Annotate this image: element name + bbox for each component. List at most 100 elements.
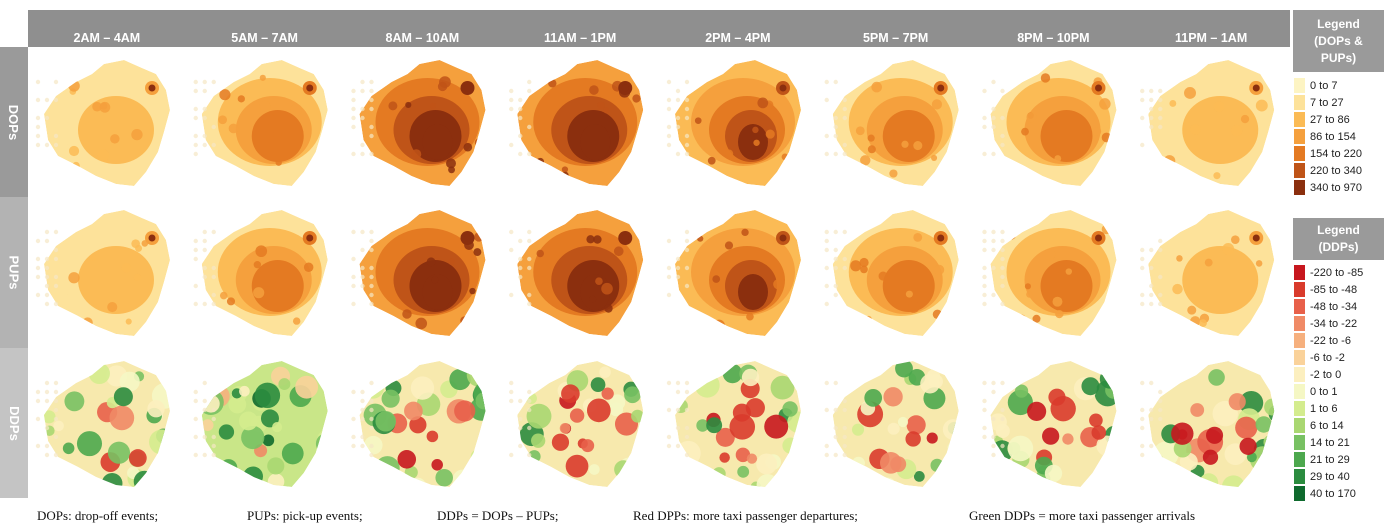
map-ddps-1 xyxy=(193,361,328,487)
legend-swatch xyxy=(1294,401,1305,416)
legend-label: -85 to -48 xyxy=(1310,283,1358,296)
map-ddps-6 xyxy=(982,361,1117,487)
legend-item: 0 to 7 xyxy=(1294,77,1338,94)
footnote: DDPs = DOPs – PUPs; xyxy=(437,508,559,523)
legend-item: -6 to -2 xyxy=(1294,349,1345,366)
legend-swatch xyxy=(1294,282,1305,297)
map-pups-4 xyxy=(666,210,801,336)
row-label-pups: PUPs xyxy=(0,197,28,348)
legend-swatch xyxy=(1294,367,1305,382)
column-label: 11AM – 1PM xyxy=(543,31,617,45)
legend-item: -85 to -48 xyxy=(1294,281,1357,298)
row-label-dops: DOPs xyxy=(0,47,28,197)
map-pups-2 xyxy=(351,210,486,336)
legend-label: 21 to 29 xyxy=(1310,453,1350,466)
map-ddps-2 xyxy=(351,361,486,487)
column-label: 5AM – 7AM xyxy=(231,31,298,45)
legend-label: 29 to 40 xyxy=(1310,470,1350,483)
legend-item: -34 to -22 xyxy=(1294,315,1357,332)
map-dops-2 xyxy=(351,60,486,186)
column-header-band xyxy=(28,10,1290,47)
legend-item: 154 to 220 xyxy=(1294,145,1362,162)
legend-label: 154 to 220 xyxy=(1310,147,1362,160)
map-ddps-0 xyxy=(35,361,170,487)
legend-item: 86 to 154 xyxy=(1294,128,1356,145)
legend-swatch xyxy=(1294,129,1305,144)
map-pups-6 xyxy=(982,210,1117,336)
map-dops-4 xyxy=(666,60,801,186)
legend-item: 1 to 6 xyxy=(1294,400,1338,417)
column-label: 8PM – 10PM xyxy=(1017,31,1090,45)
legend-swatch xyxy=(1294,333,1305,348)
legend-title-text: Legend (DOPs & PUPs) xyxy=(1314,16,1363,65)
legend-item: -48 to -34 xyxy=(1294,298,1357,315)
legend-item: 6 to 14 xyxy=(1294,417,1344,434)
legend-label: -6 to -2 xyxy=(1310,351,1345,364)
legend-label: 1 to 6 xyxy=(1310,402,1338,415)
legend-swatch xyxy=(1294,469,1305,484)
legend-title-text: Legend (DDPs) xyxy=(1317,223,1360,254)
map-dops-0 xyxy=(35,60,170,186)
legend-item: 40 to 170 xyxy=(1294,485,1356,502)
legend-label: 340 to 970 xyxy=(1310,181,1362,194)
legend-item: 220 to 340 xyxy=(1294,162,1362,179)
legend-label: 220 to 340 xyxy=(1310,164,1362,177)
legend-label: 86 to 154 xyxy=(1310,130,1356,143)
legend-label: 0 to 7 xyxy=(1310,79,1338,92)
legend-swatch xyxy=(1294,384,1305,399)
column-label: 5PM – 7PM xyxy=(862,31,929,45)
legend-label: 27 to 86 xyxy=(1310,113,1350,126)
map-ddps-5 xyxy=(824,361,959,487)
legend-label: 40 to 170 xyxy=(1310,487,1356,500)
legend-item: -220 to -85 xyxy=(1294,264,1363,281)
legend-swatch xyxy=(1294,265,1305,280)
footnote: Green DDPs = more taxi passenger arrival… xyxy=(969,508,1196,523)
map-pups-0 xyxy=(35,210,170,336)
legend-item: -2 to 0 xyxy=(1294,366,1341,383)
heatmap-grid xyxy=(35,60,1275,487)
map-ddps-3 xyxy=(509,361,644,487)
legend-swatch xyxy=(1294,95,1305,110)
legend-label: 6 to 14 xyxy=(1310,419,1344,432)
legend-swatch xyxy=(1294,350,1305,365)
legend-item: 29 to 40 xyxy=(1294,468,1350,485)
legend-swatch xyxy=(1294,78,1305,93)
legend-swatch xyxy=(1294,112,1305,127)
legend-swatch xyxy=(1294,146,1305,161)
legend-swatch xyxy=(1294,418,1305,433)
footnote: PUPs: pick-up events; xyxy=(247,508,363,523)
legend-item: 340 to 970 xyxy=(1294,179,1362,196)
footnote: Red DPPs: more taxi passenger departures… xyxy=(633,508,858,523)
legend-label: -2 to 0 xyxy=(1310,368,1342,381)
map-dops-3 xyxy=(509,60,644,186)
legend-swatch xyxy=(1294,163,1305,178)
map-dops-5 xyxy=(824,60,959,186)
legend-swatch xyxy=(1294,180,1305,195)
column-label: 11PM – 1AM xyxy=(1174,31,1248,45)
legend-title-dops-pups: Legend (DOPs & PUPs) xyxy=(1293,10,1384,72)
legend-title-ddps: Legend (DDPs) xyxy=(1293,218,1384,260)
map-pups-3 xyxy=(509,210,644,336)
legend-label: -34 to -22 xyxy=(1310,317,1358,330)
map-ddps-4 xyxy=(666,361,801,487)
legend-label: 0 to 1 xyxy=(1310,385,1338,398)
column-label: 8AM – 10AM xyxy=(385,31,460,45)
legend-swatch xyxy=(1294,316,1305,331)
footnote: DOPs: drop-off events; xyxy=(37,508,159,523)
map-ddps-7 xyxy=(1140,361,1275,487)
column-label: 2PM – 4PM xyxy=(705,31,771,45)
legend-swatch xyxy=(1294,435,1305,450)
map-pups-1 xyxy=(193,210,328,336)
legend-item: 21 to 29 xyxy=(1294,451,1350,468)
legend-swatch xyxy=(1294,486,1305,501)
legend-item: 14 to 21 xyxy=(1294,434,1350,451)
legend-label: 7 to 27 xyxy=(1310,96,1344,109)
legend-item: -22 to -6 xyxy=(1294,332,1351,349)
map-dops-7 xyxy=(1140,60,1275,186)
legend-swatch xyxy=(1294,299,1305,314)
map-pups-5 xyxy=(824,210,959,336)
legend-label: -48 to -34 xyxy=(1310,300,1358,313)
legend-item: 27 to 86 xyxy=(1294,111,1350,128)
map-dops-6 xyxy=(982,60,1117,186)
map-pups-7 xyxy=(1140,210,1275,336)
